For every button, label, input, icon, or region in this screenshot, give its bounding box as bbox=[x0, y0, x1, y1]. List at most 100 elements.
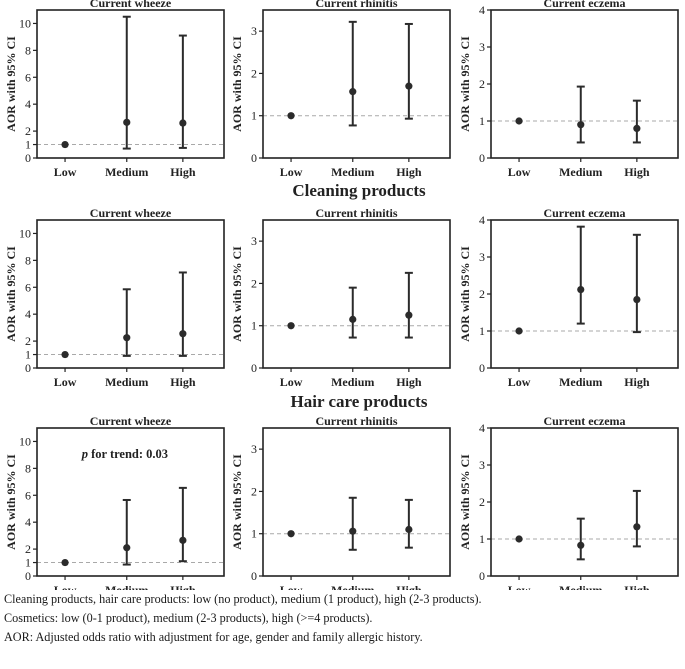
data-point bbox=[577, 121, 585, 129]
data-point bbox=[633, 295, 641, 304]
y-tick-label: 3 bbox=[479, 250, 485, 264]
panel-title: Current rhinitis bbox=[315, 0, 397, 10]
plot-frame bbox=[262, 219, 451, 369]
x-tick-label: Medium bbox=[559, 583, 602, 590]
y-axis-label: AOR with 95% CI bbox=[4, 36, 18, 132]
footnote-3: AOR: Adjusted odds ratio with adjustment… bbox=[4, 630, 423, 644]
data-point bbox=[515, 117, 523, 125]
panel-title: Current rhinitis bbox=[315, 414, 397, 428]
y-axis-label: AOR with 95% CI bbox=[230, 36, 244, 132]
x-tick-label: Medium bbox=[559, 165, 602, 179]
x-tick-label: Medium bbox=[105, 375, 148, 389]
x-tick-label: Low bbox=[54, 165, 77, 179]
panel-title: Current wheeze bbox=[90, 0, 172, 10]
data-point bbox=[349, 527, 357, 535]
data-point bbox=[179, 119, 187, 127]
x-tick-label: High bbox=[396, 165, 422, 179]
group-title: Hair care products bbox=[291, 392, 428, 411]
plot-frame bbox=[36, 427, 225, 577]
panel-title: Current wheeze bbox=[90, 414, 172, 428]
x-tick-label: High bbox=[624, 375, 650, 389]
data-point bbox=[123, 544, 131, 552]
x-tick-label: Low bbox=[508, 375, 531, 389]
data-point bbox=[405, 311, 413, 319]
y-tick-label: 0 bbox=[251, 569, 257, 583]
x-tick-label: Low bbox=[280, 583, 303, 590]
y-tick-label: 2 bbox=[25, 124, 31, 138]
y-tick-label: 1 bbox=[251, 319, 257, 333]
y-tick-label: 2 bbox=[25, 542, 31, 556]
group-title: Cleaning products bbox=[292, 181, 426, 200]
plot-frame bbox=[490, 427, 679, 577]
plot-frame bbox=[490, 9, 679, 159]
y-axis-label: AOR with 95% CI bbox=[458, 246, 472, 342]
x-tick-label: High bbox=[396, 583, 422, 590]
data-point bbox=[61, 558, 69, 567]
y-tick-label: 4 bbox=[479, 421, 485, 435]
x-tick-label: Low bbox=[508, 165, 531, 179]
data-point bbox=[179, 536, 187, 544]
x-tick-label: Medium bbox=[105, 583, 148, 590]
y-axis-label: AOR with 95% CI bbox=[230, 454, 244, 550]
data-point bbox=[61, 350, 69, 359]
y-tick-label: 0 bbox=[25, 151, 31, 165]
y-tick-label: 3 bbox=[479, 458, 485, 472]
y-tick-label: 0 bbox=[25, 569, 31, 583]
y-tick-label: 2 bbox=[479, 287, 485, 301]
y-axis-label: AOR with 95% CI bbox=[4, 246, 18, 342]
x-tick-label: High bbox=[396, 375, 422, 389]
y-tick-label: 0 bbox=[25, 361, 31, 375]
panel-title: Current eczema bbox=[543, 0, 625, 10]
y-tick-label: 0 bbox=[251, 151, 257, 165]
x-tick-label: Low bbox=[54, 583, 77, 590]
panel-1-3: Current eczema 0 1 2 3 4 AOR with 95% CI Low Med… bbox=[458, 0, 679, 179]
y-tick-label: 1 bbox=[479, 532, 485, 546]
y-tick-label: 2 bbox=[479, 495, 485, 509]
panel-title: Current eczema bbox=[543, 414, 625, 428]
y-tick-label: 3 bbox=[251, 442, 257, 456]
data-point bbox=[123, 334, 131, 342]
y-tick-label: 3 bbox=[479, 40, 485, 54]
x-tick-label: High bbox=[170, 583, 196, 590]
x-tick-label: High bbox=[624, 583, 650, 590]
footnote-1: Cleaning products, hair care products: l… bbox=[4, 592, 482, 606]
y-tick-label: 1 bbox=[25, 138, 31, 152]
data-point bbox=[633, 523, 641, 531]
footnote-2: Cosmetics: low (0-1 product), medium (2-… bbox=[4, 611, 373, 625]
plot-frame bbox=[36, 9, 225, 159]
y-tick-label: 2 bbox=[251, 66, 257, 80]
data-point bbox=[349, 315, 357, 323]
y-tick-label: 1 bbox=[479, 324, 485, 338]
panel-2-2: Current rhinitis 0 1 2 3 AOR with 95% CI Low Me… bbox=[230, 206, 451, 389]
y-axis-label: AOR with 95% CI bbox=[4, 454, 18, 550]
y-tick-label: 6 bbox=[25, 488, 31, 502]
x-tick-label: High bbox=[170, 165, 196, 179]
panel-3-2: Current rhinitis 0 1 2 3 AOR with 95% CI Low Me… bbox=[230, 414, 451, 590]
y-tick-label: 4 bbox=[479, 3, 485, 17]
data-point bbox=[123, 118, 131, 126]
data-point bbox=[405, 525, 413, 534]
y-tick-label: 10 bbox=[19, 16, 31, 30]
y-tick-label: 6 bbox=[25, 70, 31, 84]
y-tick-label: 4 bbox=[25, 515, 31, 529]
x-tick-label: Medium bbox=[331, 165, 374, 179]
panel-1-2: Current rhinitis 0 1 2 3 AOR with 95% CI Low Me… bbox=[230, 0, 451, 179]
y-axis-label: AOR with 95% CI bbox=[230, 246, 244, 342]
data-point bbox=[287, 112, 295, 120]
panel-title: Current eczema bbox=[543, 206, 625, 220]
trend-p: p bbox=[81, 447, 88, 461]
y-tick-label: 0 bbox=[479, 569, 485, 583]
x-tick-label: Medium bbox=[331, 375, 374, 389]
x-tick-label: Low bbox=[508, 583, 531, 590]
plot-frame bbox=[490, 219, 679, 369]
y-tick-label: 1 bbox=[25, 556, 31, 570]
y-tick-label: 2 bbox=[251, 276, 257, 290]
y-axis-label: AOR with 95% CI bbox=[458, 36, 472, 132]
y-tick-label: 0 bbox=[251, 361, 257, 375]
data-point bbox=[577, 541, 585, 549]
x-tick-label: Low bbox=[280, 375, 303, 389]
data-point bbox=[515, 327, 523, 335]
plot-frame bbox=[262, 9, 451, 159]
